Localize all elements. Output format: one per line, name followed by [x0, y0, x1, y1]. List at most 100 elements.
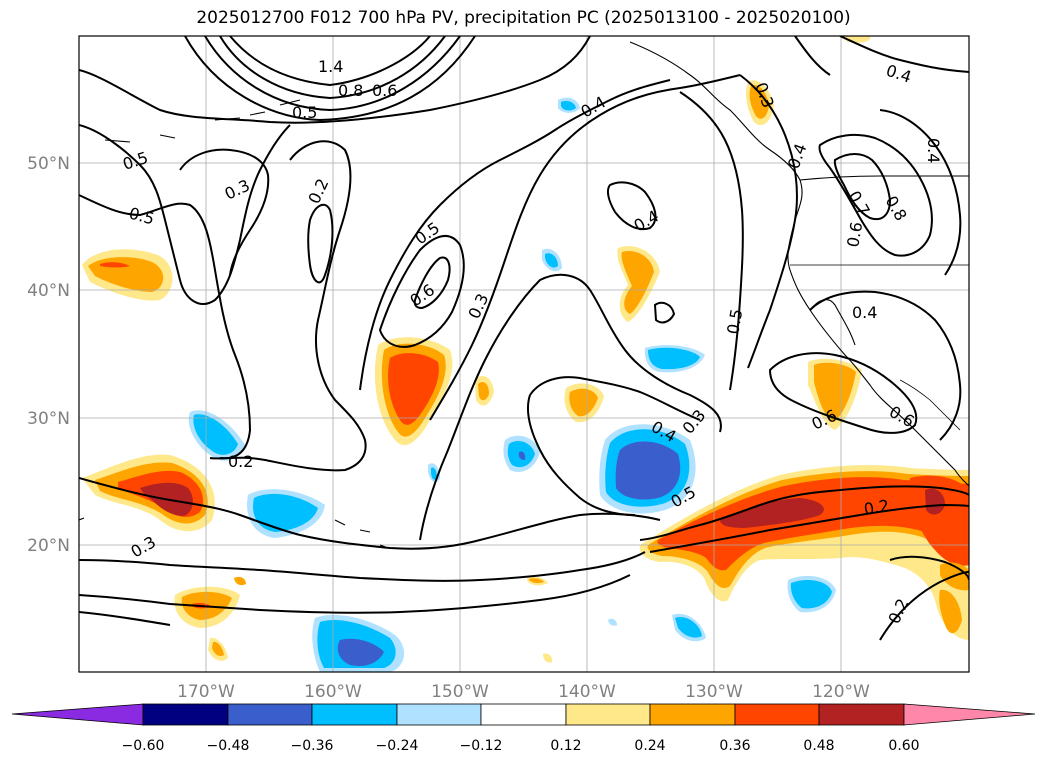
map-frame [78, 35, 970, 673]
contour-line-31 [794, 36, 831, 76]
colorbar-segment [734, 703, 820, 726]
colorbar-segment [142, 703, 229, 726]
colorbar-tick-label: −0.36 [291, 738, 334, 754]
map-area: 1.4 0.8 0.6 0.5 0.5 0.5 0.3 0.2 0.2 0.4 … [79, 36, 969, 672]
colorbar-segment [818, 703, 905, 726]
map-title: 2025012700 F012 700 hPa PV, precipitatio… [196, 8, 851, 28]
anomaly-band-20n [639, 465, 969, 640]
contour-line-10 [307, 203, 334, 284]
colorbar-segment [311, 703, 398, 726]
contour-line-5 [79, 36, 591, 124]
contour-line-4 [184, 36, 476, 122]
contour-label: 0.5 [723, 307, 746, 335]
contour-label: 0.2 [228, 452, 253, 471]
contour-line-8 [179, 148, 270, 276]
lon-label: 150°W [431, 682, 489, 702]
contour-line-35 [889, 555, 969, 581]
contour-label: 0.6 [372, 81, 397, 100]
mexico-coast [899, 379, 961, 431]
contour-line-17 [79, 551, 646, 582]
colorbar-ticks: −0.60 −0.48 −0.36 −0.24 −0.12 0.12 0.24 … [122, 738, 920, 754]
colorbar-segment [480, 703, 567, 726]
contour-line-18 [79, 574, 631, 614]
contour-label: 0.4 [924, 138, 943, 163]
contour-line-19 [79, 611, 171, 626]
contour-label: 0.2 [862, 496, 890, 519]
map-gridlines [79, 36, 969, 672]
colorbar-segment [227, 703, 313, 726]
anomaly-neg-165w-22n [247, 489, 325, 538]
contour-line-22 [606, 181, 657, 231]
contour-label: 0.8 [338, 81, 363, 100]
colorbar-segment [11, 703, 144, 726]
contour-line-20 [529, 376, 701, 421]
contour-line-25 [649, 503, 969, 553]
lat-label: 50°N [27, 154, 70, 174]
anomaly-neg-157w-12n [312, 614, 405, 672]
north-america-coast [629, 41, 969, 487]
contour-line-30 [839, 36, 969, 73]
colorbar [11, 703, 1036, 726]
contour-line-16 [79, 477, 661, 550]
small-island [79, 517, 85, 521]
colorbar-tick-label: −0.24 [376, 738, 419, 754]
contour-line-34 [879, 109, 962, 276]
contour-line-3 [204, 36, 461, 112]
lat-label: 30°N [27, 409, 70, 429]
contour-label: 1.4 [318, 57, 343, 76]
pv-contours [79, 36, 969, 641]
contour-line-29 [809, 290, 962, 441]
positive-anomaly-shading [82, 36, 969, 663]
contour-line-11 [378, 235, 465, 348]
latitude-labels: 20°N 30°N 40°N 50°N [27, 154, 70, 556]
contour-line-6 [79, 124, 291, 305]
contour-line-15 [419, 273, 722, 541]
contour-line-32 [818, 133, 933, 257]
negative-anomaly-shading [188, 97, 836, 672]
colorbar-tick-label: −0.48 [207, 738, 250, 754]
contour-label: 0.4 [852, 303, 877, 322]
anomaly-west-40n [82, 249, 173, 301]
colorbar-segment [903, 703, 1036, 726]
colorbar-tick-label: −0.60 [122, 738, 165, 754]
contour-line-26 [679, 91, 744, 391]
contour-line-14 [429, 74, 741, 421]
colorbar-tick-label: 0.36 [719, 738, 750, 754]
contour-line-28 [768, 352, 918, 434]
colorbar-tick-label: 0.24 [634, 738, 665, 754]
contour-line-1 [229, 36, 431, 87]
contour-line-33 [833, 153, 892, 220]
contour-line-12 [413, 256, 451, 310]
lon-label: 130°W [685, 682, 743, 702]
lat-label: 20°N [27, 536, 70, 556]
lon-label: 120°W [812, 682, 870, 702]
contour-line-9 [209, 140, 367, 472]
contour-label: 0.6 [843, 220, 866, 248]
colorbar-tick-label: 0.60 [888, 738, 919, 754]
border-line [799, 175, 969, 181]
contour-line-27 [739, 74, 798, 369]
lon-label: 140°W [558, 682, 616, 702]
anomaly-neg-170w-30n [188, 410, 245, 461]
contour-line-13 [359, 79, 671, 391]
contour-line-23 [653, 301, 676, 324]
lon-label: 170°W [177, 682, 235, 702]
colorbar-segment [565, 703, 651, 726]
lat-label: 40°N [27, 281, 70, 301]
contour-line-36 [879, 571, 969, 641]
anomaly-140w [527, 36, 871, 663]
longitude-labels: 170°W 160°W 150°W 140°W 130°W 120°W [177, 682, 870, 702]
colorbar-tick-label: −0.12 [460, 738, 503, 754]
anomaly-neg-135w-27n [599, 424, 696, 514]
colorbar-segment [396, 703, 482, 726]
anomaly-neg-small [428, 97, 706, 642]
anomaly-neg-other [644, 345, 836, 613]
contour-line-24 [639, 485, 969, 541]
contour-line-21 [527, 394, 636, 516]
colorbar-segment [649, 703, 736, 726]
contour-label: 0.5 [292, 103, 317, 122]
colorbar-tick-label: 0.48 [803, 738, 834, 754]
lon-label: 160°W [304, 682, 362, 702]
colorbar-tick-label: 0.12 [550, 738, 581, 754]
